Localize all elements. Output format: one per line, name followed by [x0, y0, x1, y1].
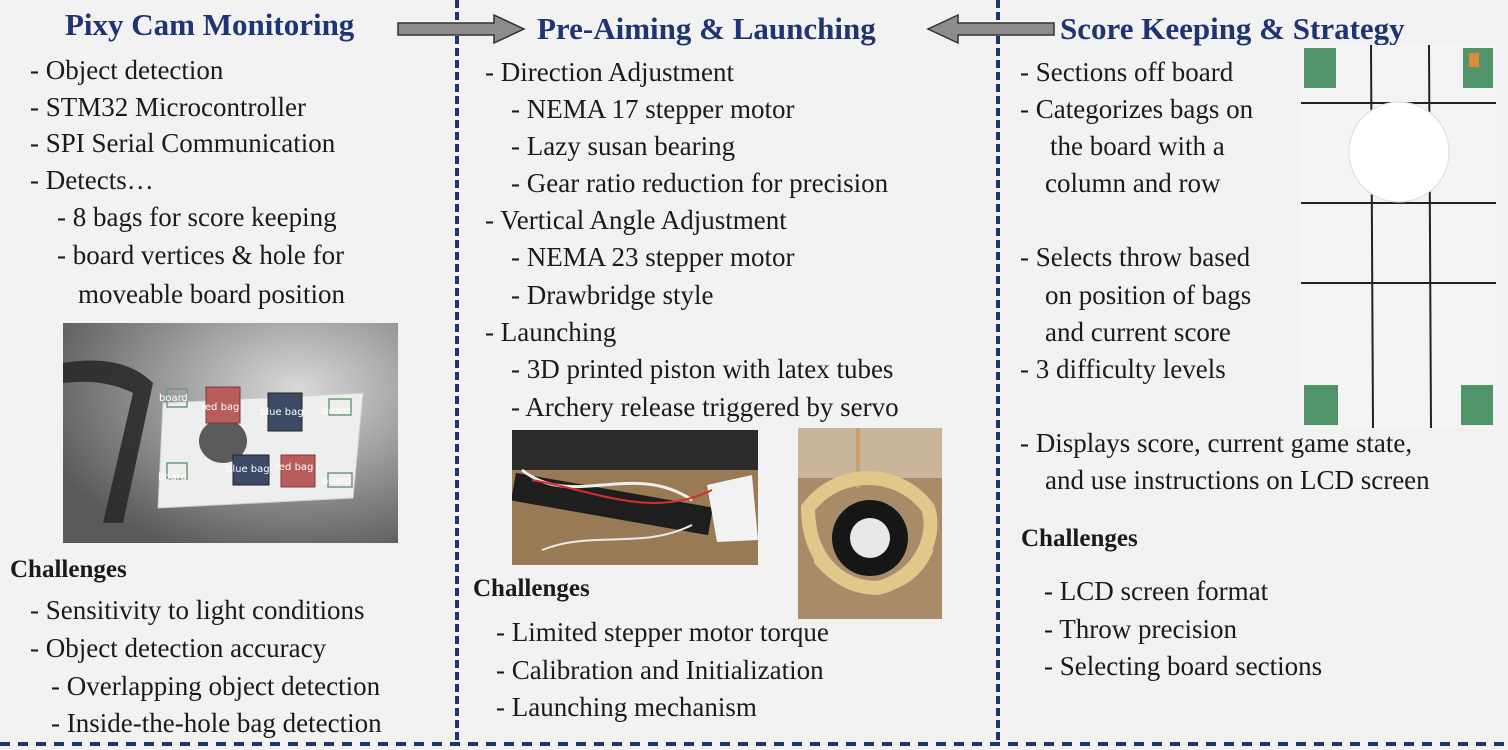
col1-challenge: - Object detection accuracy [30, 633, 327, 663]
arrow-right-icon [397, 13, 526, 45]
col2-item: - Archery release triggered by servo [511, 392, 899, 422]
col3-item: and use instructions on LCD screen [1045, 465, 1430, 495]
col1-item: moveable board position [78, 279, 345, 309]
launcher-mechanism-image [512, 430, 758, 565]
piston-latex-tubes-image [798, 428, 942, 619]
image-label-board: board [322, 476, 351, 487]
col3-item: on position of bags [1045, 280, 1252, 310]
col1-item: - 8 bags for score keeping [57, 202, 337, 232]
col1-item: - board vertices & hole for [57, 240, 345, 270]
col2-challenge: - Calibration and Initialization [496, 655, 824, 685]
bottom-dashed-border [0, 742, 1508, 746]
image-label-red-bag: red bag [201, 402, 239, 413]
col3-item: - 3 difficulty levels [1020, 354, 1226, 384]
col3-item: the board with a [1050, 131, 1225, 161]
col2-item: - Lazy susan bearing [511, 131, 736, 161]
col1-item: - SPI Serial Communication [30, 128, 336, 158]
col1-challenge: - Inside-the-hole bag detection [51, 708, 382, 738]
col1-challenges-heading: Challenges [10, 556, 127, 583]
image-label-board: board [158, 472, 187, 483]
pixy-cam-image: board red bag blue bag board board blue … [63, 323, 398, 543]
col2-challenge: - Limited stepper motor torque [496, 617, 829, 647]
col3-challenge: - Throw precision [1044, 614, 1237, 644]
col2-challenge: - Launching mechanism [496, 692, 757, 722]
image-label-board: board [322, 406, 351, 417]
title-pre-aiming: Pre-Aiming & Launching [537, 11, 876, 46]
col3-item: - Selects throw based [1020, 242, 1251, 272]
col2-challenges-heading: Challenges [473, 575, 590, 602]
col2-item: - Gear ratio reduction for precision [511, 168, 889, 198]
col3-item: - Sections off board [1020, 57, 1234, 87]
col3-challenge: - LCD screen format [1044, 576, 1269, 606]
col3-item: - Categorizes bags on [1020, 94, 1254, 124]
col3-item: column and row [1045, 168, 1221, 198]
image-label-red-bag: red bag [275, 462, 313, 473]
arrow-left-icon [926, 13, 1055, 45]
image-label-blue-bag: blue bag [226, 464, 270, 475]
image-label-blue-bag: blue bag [260, 407, 304, 418]
col2-item: - Drawbridge style [511, 280, 714, 310]
col1-challenge: - Sensitivity to light conditions [30, 595, 365, 625]
col1-item: - STM32 Microcontroller [30, 92, 306, 122]
col1-item: - Object detection [30, 55, 224, 85]
col1-challenge: - Overlapping object detection [51, 671, 381, 701]
column-divider-right [996, 0, 1000, 740]
cornhole-board-image [1301, 45, 1496, 428]
col3-item: and current score [1045, 317, 1231, 347]
title-pixy-cam: Pixy Cam Monitoring [65, 7, 355, 42]
col2-item: - Direction Adjustment [485, 57, 734, 87]
column-divider-left [455, 0, 459, 740]
col3-item: - Displays score, current game state, [1020, 428, 1413, 458]
col3-challenge: - Selecting board sections [1044, 651, 1323, 681]
title-score-keeping: Score Keeping & Strategy [1060, 11, 1405, 46]
col3-challenges-heading: Challenges [1021, 525, 1138, 552]
col2-item: - NEMA 17 stepper motor [511, 94, 795, 124]
col1-item: - Detects… [30, 165, 154, 195]
image-label-board: board [159, 393, 188, 404]
col2-item: - 3D printed piston with latex tubes [511, 354, 894, 384]
col2-item: - Vertical Angle Adjustment [485, 205, 787, 235]
col2-item: - NEMA 23 stepper motor [511, 242, 795, 272]
col2-item: - Launching [485, 317, 617, 347]
